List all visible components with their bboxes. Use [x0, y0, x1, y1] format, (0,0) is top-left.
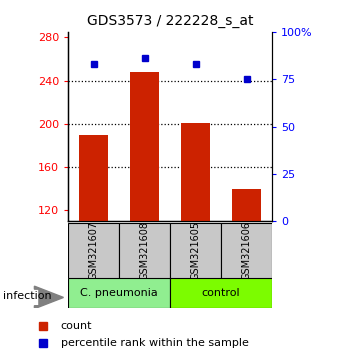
Text: infection: infection: [3, 291, 52, 301]
Bar: [233, 189, 260, 221]
Text: GSM321605: GSM321605: [190, 221, 201, 280]
Bar: [221, 223, 272, 278]
Bar: [131, 72, 158, 221]
Text: percentile rank within the sample: percentile rank within the sample: [61, 338, 249, 348]
Text: GSM321606: GSM321606: [241, 221, 252, 280]
Title: GDS3573 / 222228_s_at: GDS3573 / 222228_s_at: [87, 14, 253, 28]
Bar: [68, 278, 170, 308]
Bar: [182, 123, 209, 221]
Text: C. pneumonia: C. pneumonia: [80, 288, 158, 298]
Text: control: control: [202, 288, 240, 298]
Bar: [119, 223, 170, 278]
Text: GSM321608: GSM321608: [139, 221, 150, 280]
Bar: [68, 223, 119, 278]
Bar: [80, 135, 107, 221]
Bar: [170, 278, 272, 308]
FancyArrow shape: [34, 286, 64, 309]
Text: GSM321607: GSM321607: [88, 221, 99, 280]
Text: count: count: [61, 321, 92, 331]
Bar: [170, 223, 221, 278]
